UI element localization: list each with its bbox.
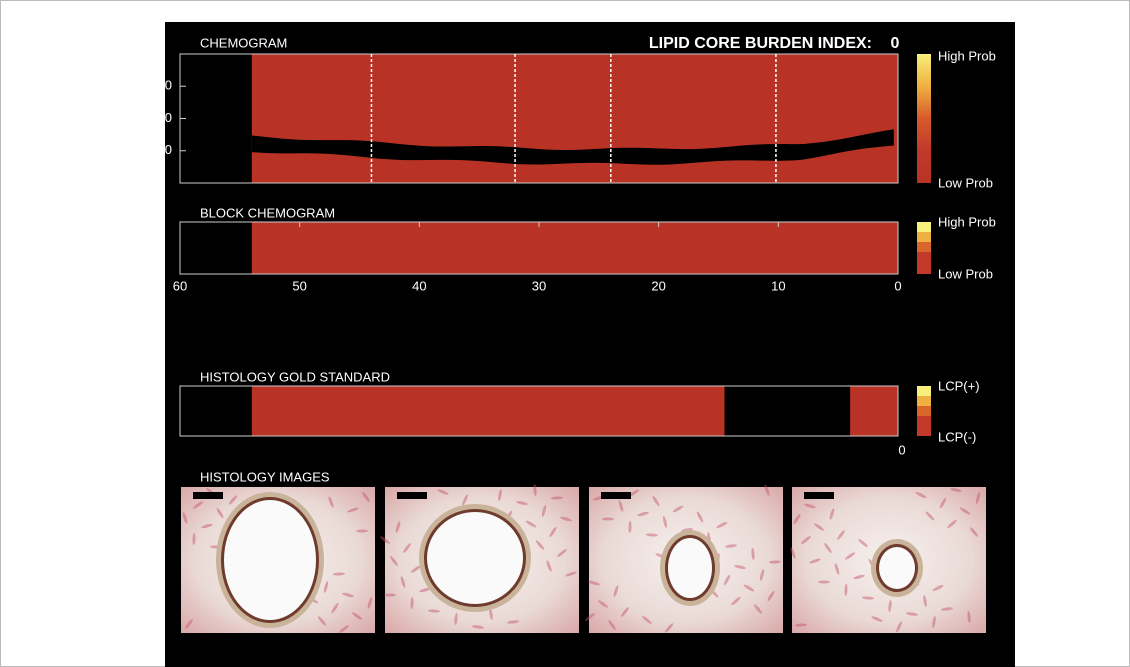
stain	[384, 594, 396, 597]
x-tick-label: 30	[532, 278, 546, 293]
colorbar-step	[917, 232, 931, 242]
vessel-lumen	[224, 500, 316, 620]
lcbi-value: 0	[891, 35, 900, 52]
x-tick-label: 10	[771, 278, 785, 293]
scale-bar	[193, 492, 223, 499]
chemogram-data	[252, 54, 898, 183]
colorbar-label: LCP(-)	[938, 429, 976, 444]
panel-label: D	[138, 452, 158, 483]
panel-title: HISTOLOGY GOLD STANDARD	[200, 369, 390, 384]
lcbi-label: LIPID CORE BURDEN INDEX:	[649, 35, 872, 52]
colorbar-step	[917, 252, 931, 274]
figure: A CHEMOGRAM LIPID CORE BURDEN INDEX: 0 H…	[0, 0, 1130, 667]
page: A CHEMOGRAM LIPID CORE BURDEN INDEX: 0 H…	[0, 0, 1130, 667]
x-tick-label: 20	[651, 278, 665, 293]
lcp-negative-segment	[252, 386, 725, 436]
panel-label: A	[138, 24, 158, 55]
panel-label: B	[138, 192, 158, 223]
colorbar-label: High Prob	[938, 48, 996, 63]
scale-bar	[601, 492, 631, 499]
vessel-lumen	[427, 512, 523, 604]
colorbar-step	[917, 416, 931, 436]
colorbar-label: LCP(+)	[938, 378, 980, 393]
y-tick-label: 90	[158, 78, 172, 93]
stain	[818, 581, 830, 584]
vessel-lumen	[879, 547, 915, 589]
colorbar	[917, 386, 931, 436]
x-tick-label: 0	[894, 278, 901, 293]
colorbar-label: Low Prob	[938, 266, 993, 281]
vessel-lumen	[668, 538, 712, 598]
colorbar-step	[917, 406, 931, 416]
stain	[356, 530, 368, 533]
colorbar	[917, 222, 931, 274]
panel-title: CHEMOGRAM	[200, 35, 287, 50]
colorbar-step	[917, 242, 931, 252]
lcp-negative-segment	[850, 386, 898, 436]
block-data	[252, 222, 898, 274]
colorbar	[917, 54, 931, 183]
scale-bar	[804, 492, 834, 499]
panel-label: C	[138, 348, 158, 379]
scale-bar	[397, 492, 427, 499]
panel-title: HISTOLOGY IMAGES	[200, 469, 330, 484]
colorbar-label: High Prob	[938, 214, 996, 229]
colorbar-step	[917, 396, 931, 406]
panel-title: BLOCK CHEMOGRAM	[200, 205, 335, 220]
colorbar-label: Low Prob	[938, 175, 993, 190]
colorbar-step	[917, 386, 931, 396]
x-tick-label: 0	[898, 442, 905, 457]
stain	[602, 518, 614, 521]
y-tick-label: 270	[150, 142, 172, 157]
x-tick-label: 40	[412, 278, 426, 293]
y-tick-label: 180	[150, 110, 172, 125]
colorbar-step	[917, 222, 931, 232]
x-tick-label: 60	[173, 278, 187, 293]
x-tick-label: 50	[292, 278, 306, 293]
